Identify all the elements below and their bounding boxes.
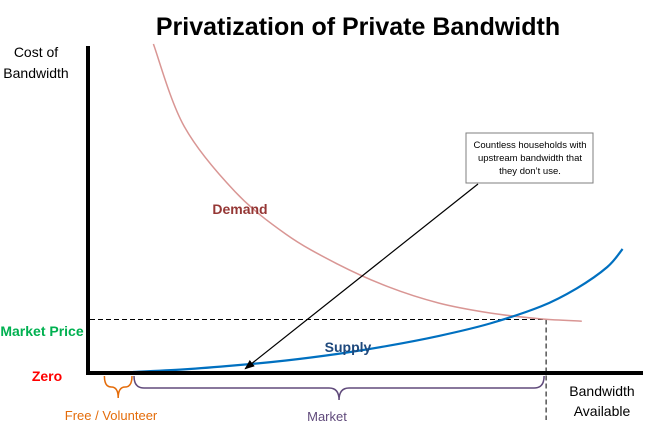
callout-text-line-3: they don’t use. [499,166,561,177]
supply-series-label: Supply [325,339,372,355]
demand-series-label: Demand [212,201,267,217]
callout-text-line-1: Countless households with [473,140,586,151]
y-axis-label-line-2: Bandwidth [3,65,68,81]
y-axis-label-line-1: Cost of [14,44,58,60]
free-volunteer-brace-label: Free / Volunteer [65,408,158,423]
market-brace [133,375,545,401]
callout-text-line-2: upstream bandwidth that [478,153,582,164]
x-axis-label-line-1: Bandwidth [569,383,634,399]
x-axis-label-line-2: Available [574,403,631,419]
zero-tick-label: Zero [32,368,62,384]
callout-box [465,132,594,184]
market-brace-label: Market [307,409,347,424]
demand-curve [152,43,582,322]
market-price-tick-label: Market Price [0,323,83,339]
chart-title: Privatization of Private Bandwidth [156,13,560,41]
supply-curve [132,248,624,374]
callout-arrow [244,183,479,370]
free-volunteer-brace [103,375,133,399]
